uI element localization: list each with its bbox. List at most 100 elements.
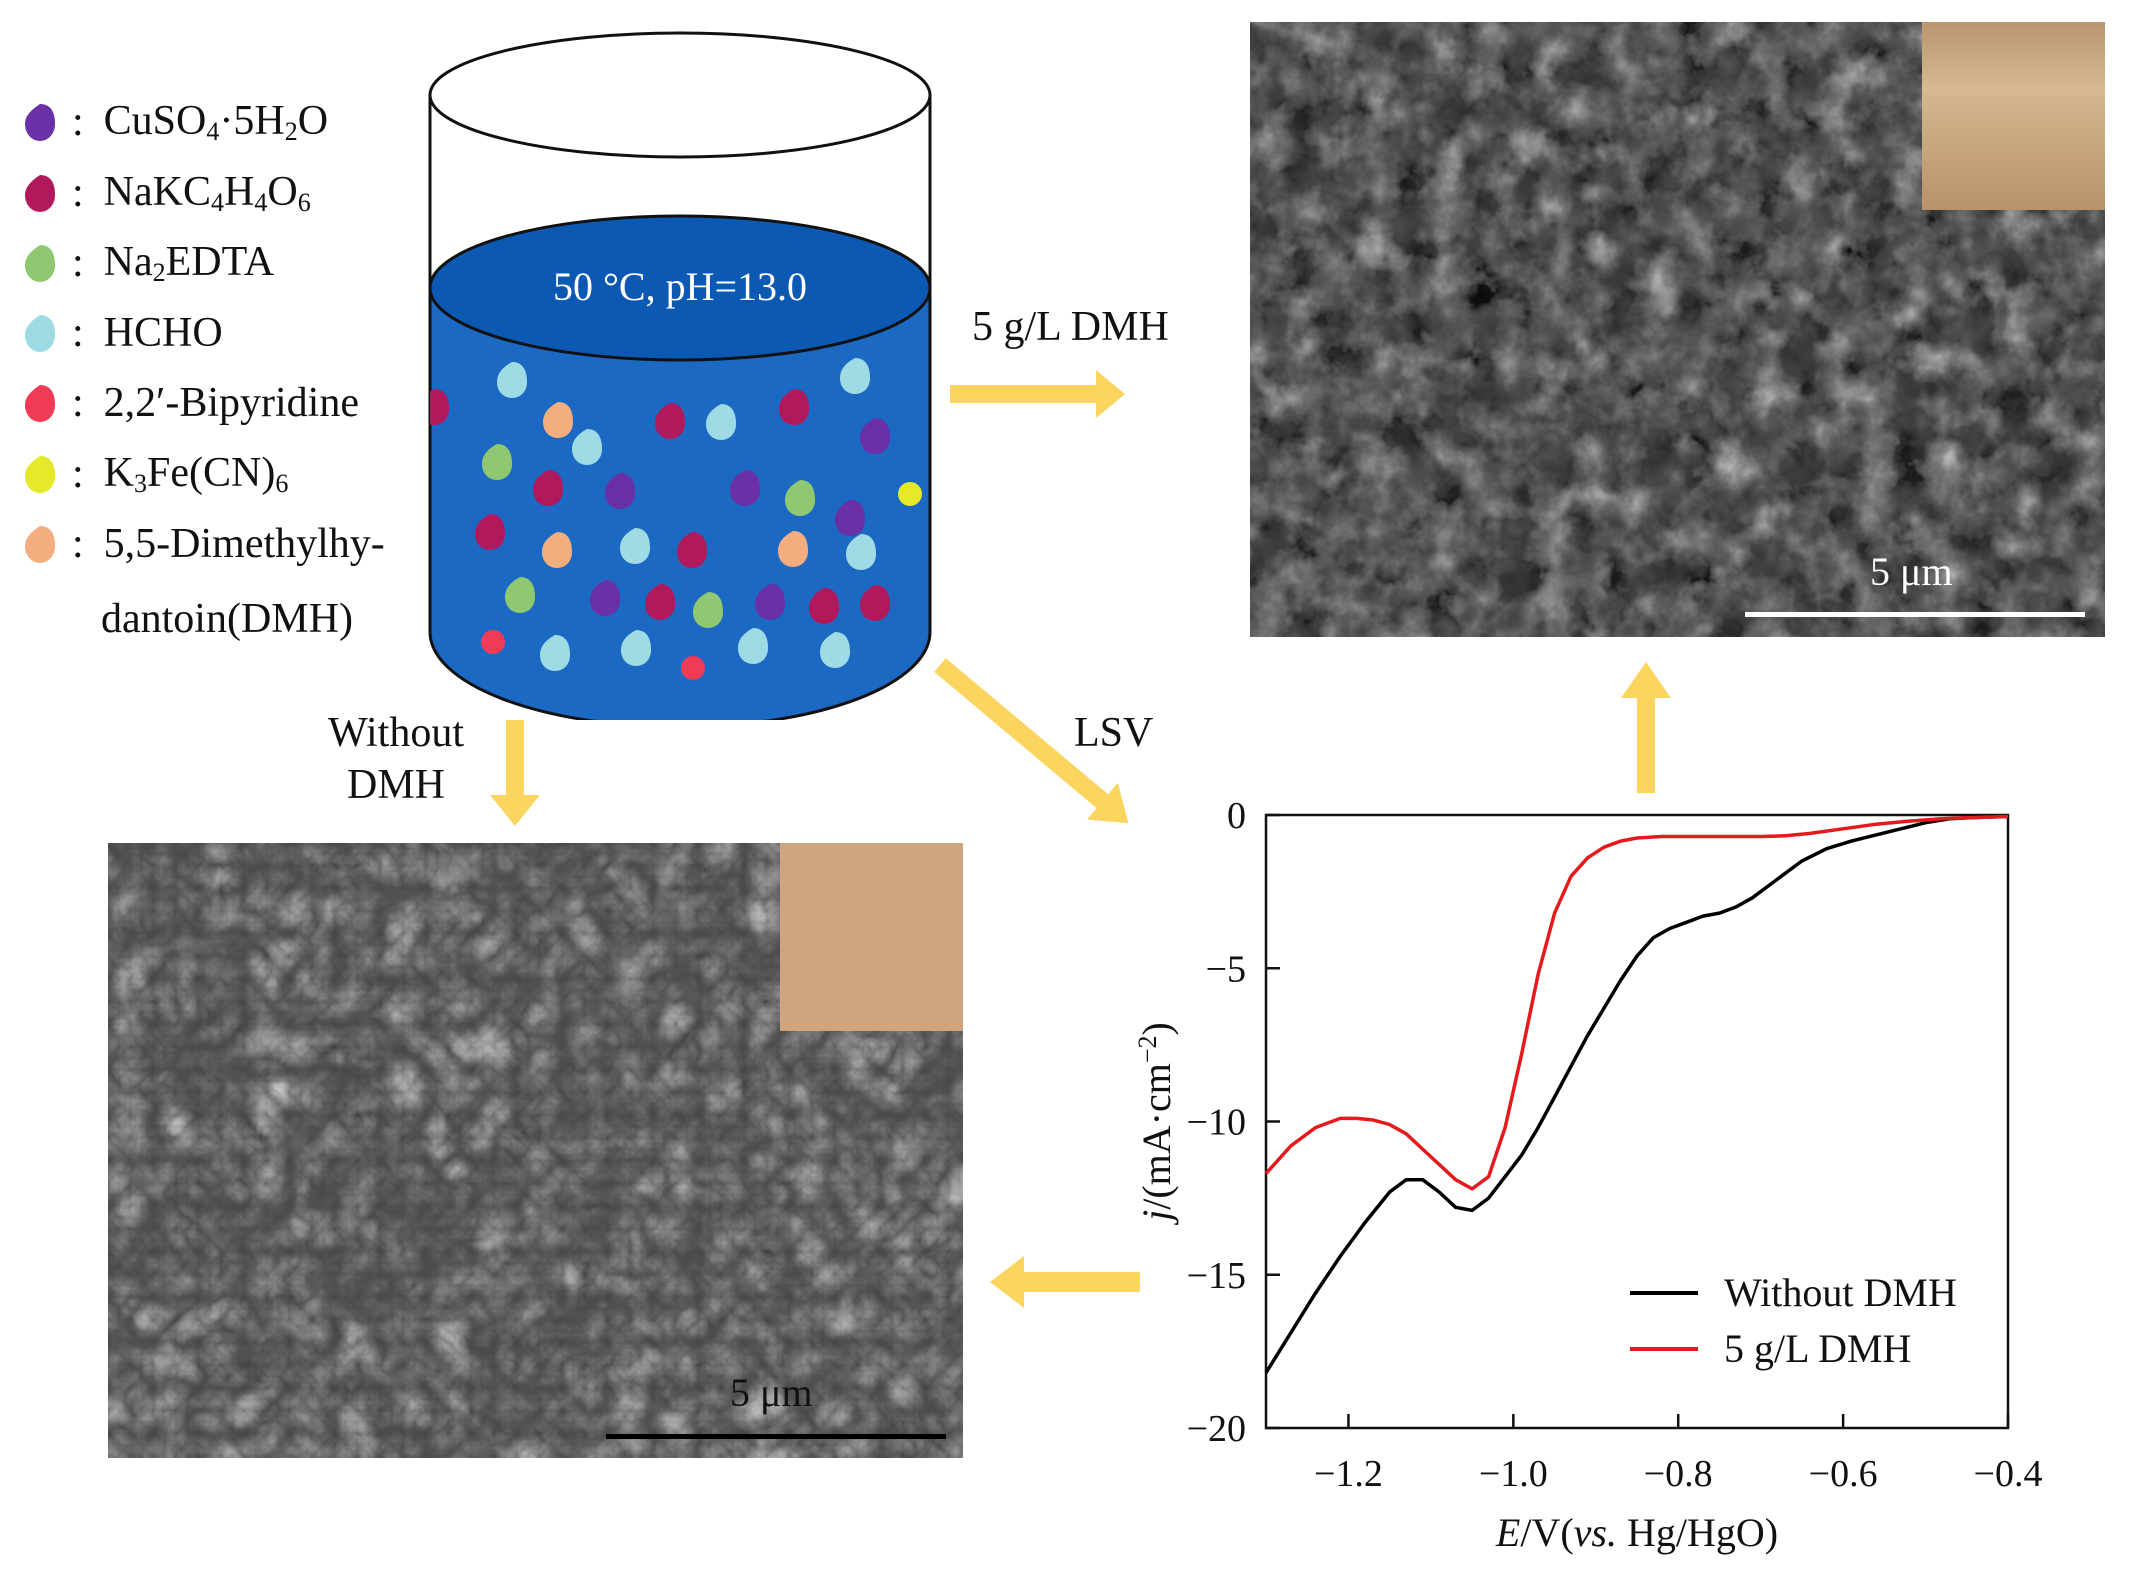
drop-icon: [25, 245, 55, 282]
sem-image-without-dmh: [108, 843, 963, 1458]
particle: [620, 528, 650, 564]
sem-image-with-dmh: [1250, 22, 2105, 637]
legend-item: : K3Fe(CN)6: [22, 444, 288, 504]
particle: [645, 584, 675, 620]
legend-item: : Na2EDTA: [22, 233, 274, 293]
drop-icon: [25, 315, 55, 352]
particle: [430, 389, 449, 425]
particle: [835, 500, 865, 536]
arrow-right-to-top-sem: [950, 370, 1125, 418]
particle: [621, 630, 651, 666]
particle: [860, 585, 890, 621]
solution-particles: [430, 358, 922, 680]
y-tick-label: −5: [1206, 948, 1246, 990]
particle: [820, 632, 850, 668]
legend-colon: :: [72, 240, 84, 286]
legend-label: Na2EDTA: [103, 238, 275, 287]
particle: [505, 577, 535, 613]
x-tick-label: −1.0: [1479, 1453, 1548, 1495]
arrow-label-dmh: DMH: [346, 762, 445, 808]
particle: [730, 470, 760, 506]
scale-bar-top: [1745, 612, 2085, 617]
particle: [840, 358, 870, 394]
particle: [572, 429, 602, 465]
arrow-up-to-top-sem: [1621, 662, 1671, 793]
particle: [482, 444, 512, 480]
y-tick-label: −10: [1187, 1102, 1246, 1144]
copper-color-inset-top: [1922, 22, 2105, 210]
legend-item: :2,2′-Bipyridine: [22, 373, 359, 433]
series-line: [1264, 814, 2009, 1374]
particle: [533, 470, 563, 506]
particle: [706, 404, 736, 440]
arrow-label-5gl-dmh: 5 g/L DMH: [972, 304, 1169, 350]
beaker-diagram: 50 °C, pH=13.0: [428, 31, 932, 720]
x-tick-label: −0.6: [1809, 1453, 1878, 1495]
solution-surface: [428, 214, 932, 362]
particle: [543, 402, 573, 438]
particle: [846, 534, 876, 570]
drop-icon: [25, 385, 55, 422]
chart-legend-label: Without DMH: [1724, 1270, 1957, 1315]
legend-label: CuSO4·5H2O: [103, 97, 329, 146]
legend-label: 5,5-Dimethylhy-: [103, 521, 385, 567]
drop-icon: [25, 104, 55, 141]
arrow-label-lsv: LSV: [1074, 710, 1154, 756]
particle: [860, 418, 890, 454]
x-tick-label: −1.2: [1314, 1453, 1383, 1495]
legend-colon: :: [72, 451, 84, 497]
particle: [677, 532, 707, 568]
particle: [738, 628, 768, 664]
legend-colon: :: [72, 170, 84, 216]
y-tick-label: −20: [1187, 1408, 1246, 1450]
scale-label-bottom: 5 μm: [730, 1370, 813, 1415]
legend-label: NaKC4H4O6: [103, 168, 311, 217]
legend-colon: :: [72, 99, 84, 145]
legend-label: 2,2′-Bipyridine: [103, 380, 359, 426]
particle: [785, 480, 815, 516]
particle: [481, 630, 505, 654]
drop-icon: [25, 526, 55, 563]
legend-item: :5,5-Dimethylhy-: [22, 514, 385, 574]
particle: [755, 584, 785, 620]
y-tick-label: −15: [1187, 1255, 1246, 1297]
scale-bar-bottom: [606, 1434, 946, 1439]
y-axis-label: j/(mA·cm−2): [1133, 1022, 1179, 1226]
arrow-diagonal-to-chart: [934, 658, 1129, 824]
particle: [655, 403, 685, 439]
beaker-rim: [428, 31, 932, 159]
x-tick-label: −0.8: [1644, 1453, 1713, 1495]
particle: [542, 532, 572, 568]
particle: [497, 362, 527, 398]
drop-icon: [25, 456, 55, 493]
x-tick-label: −0.4: [1974, 1453, 2043, 1495]
chart-legend-label: 5 g/L DMH: [1724, 1326, 1911, 1371]
particle: [898, 482, 922, 506]
drop-icon: [25, 175, 55, 212]
legend-item: : CuSO4·5H2O: [22, 92, 328, 152]
legend-label: K3Fe(CN)6: [103, 449, 289, 498]
particle: [475, 514, 505, 550]
series-line: [1264, 814, 2009, 1191]
y-tick-label: 0: [1227, 795, 1246, 837]
particle: [779, 389, 809, 425]
particle: [778, 531, 808, 567]
legend-colon: :: [72, 310, 84, 356]
scale-label-top: 5 μm: [1870, 549, 1953, 594]
particle: [693, 592, 723, 628]
copper-color-inset-bottom: [780, 843, 963, 1031]
particle: [681, 656, 705, 680]
arrow-label-without: Without: [328, 710, 464, 756]
x-axis-label: E/V(vs. Hg/HgO): [1495, 1510, 1778, 1555]
particle: [605, 473, 635, 509]
particle: [809, 588, 839, 624]
legend-colon: :: [72, 521, 84, 567]
particle: [540, 635, 570, 671]
legend-item: : NaKC4H4O6: [22, 163, 311, 223]
solution-condition-label: 50 °C, pH=13.0: [553, 264, 807, 309]
legend-colon: :: [72, 380, 84, 426]
particle: [590, 580, 620, 616]
legend-label-continuation: dantoin(DMH): [101, 596, 353, 642]
legend-label: HCHO: [103, 310, 223, 356]
